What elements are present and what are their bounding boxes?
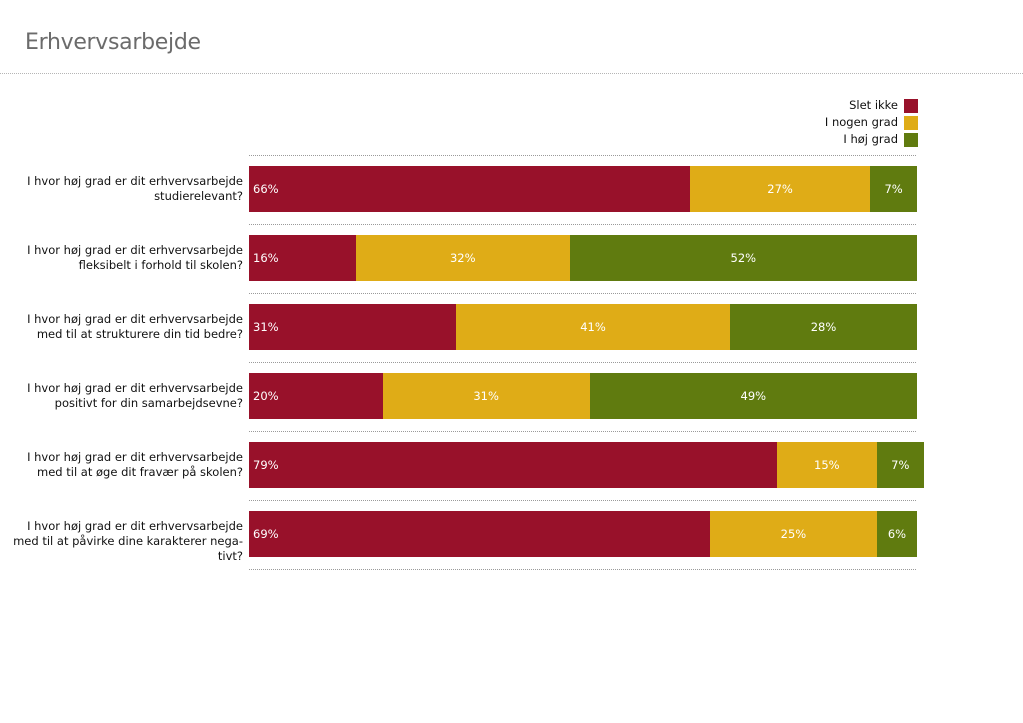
question-label-line: I hvor høj grad er dit erhvervsarbejde bbox=[27, 243, 243, 257]
bar-segment-i-høj-grad bbox=[870, 166, 917, 212]
legend-item-i-nogen-grad: I nogen grad bbox=[718, 114, 918, 131]
legend-label: I høj grad bbox=[843, 132, 898, 146]
data-label: 28% bbox=[810, 320, 837, 334]
legend-swatch bbox=[904, 132, 918, 147]
question-label-line: I hvor høj grad er dit erhvervsarbejde bbox=[27, 174, 243, 188]
data-label: 6% bbox=[887, 527, 907, 541]
data-label: 20% bbox=[253, 389, 279, 403]
row-separator bbox=[249, 224, 916, 225]
row-separator bbox=[249, 293, 916, 294]
question-label: I hvor høj grad er dit erhvervsarbejde fl… bbox=[10, 243, 243, 273]
bar-segment-i-nogen-grad bbox=[689, 166, 871, 212]
bar-segment-i-høj-grad bbox=[569, 235, 917, 281]
row-separator bbox=[249, 362, 916, 363]
bar-segment-slet-ikke bbox=[249, 511, 710, 557]
data-label: 79% bbox=[253, 458, 279, 472]
data-label: 41% bbox=[580, 320, 606, 334]
legend-label: Slet ikke bbox=[849, 98, 898, 112]
data-label: 16% bbox=[253, 251, 279, 265]
data-label: 52% bbox=[730, 251, 757, 265]
bar-segment-i-høj-grad bbox=[876, 511, 917, 557]
data-label: 25% bbox=[780, 527, 807, 541]
question-label-line: I hvor høj grad er dit erhvervsarbejde bbox=[27, 312, 243, 326]
data-label: 31% bbox=[253, 320, 279, 334]
data-label: 31% bbox=[473, 389, 499, 403]
bar-segment-slet-ikke bbox=[249, 235, 356, 281]
legend-item-slet-ikke: Slet ikke bbox=[718, 97, 918, 114]
question-label: I hvor høj grad er dit erhvervsarbejde me… bbox=[10, 519, 243, 564]
question-label: I hvor høj grad er dit erhvervsarbejde me… bbox=[10, 450, 243, 480]
row-separator bbox=[249, 431, 916, 432]
bar-segment-slet-ikke bbox=[249, 442, 777, 488]
page-title: Erhvervsarbejde bbox=[25, 30, 201, 55]
data-label: 69% bbox=[253, 527, 279, 541]
data-label: 32% bbox=[449, 251, 476, 265]
data-label: 7% bbox=[884, 182, 903, 196]
data-label: 7% bbox=[891, 458, 910, 472]
question-label-line: I hvor høj grad er dit erhvervsarbejde bbox=[27, 450, 243, 464]
bar-segment-i-nogen-grad bbox=[709, 511, 877, 557]
question-label-line: tivt? bbox=[217, 549, 243, 563]
bar-segment-i-høj-grad bbox=[876, 442, 924, 488]
bar-segment-i-nogen-grad bbox=[382, 373, 590, 419]
legend-swatch bbox=[904, 115, 918, 130]
question-label-line: med til at påvirke dine karakterer nega- bbox=[13, 534, 243, 548]
question-label: I hvor høj grad er dit erhvervsarbejde po… bbox=[10, 381, 243, 411]
row-separator bbox=[249, 155, 916, 156]
question-label-line: positivt for din samarbejdsevne? bbox=[54, 396, 243, 410]
legend-swatch bbox=[904, 98, 918, 113]
bar-segment-i-høj-grad bbox=[589, 373, 917, 419]
bar-segment-slet-ikke bbox=[249, 304, 457, 350]
bar-segment-slet-ikke bbox=[249, 166, 690, 212]
question-label-line: fleksibelt i forhold til skolen? bbox=[78, 258, 243, 272]
question-label-line: studierelevant? bbox=[154, 189, 243, 203]
bar-segment-slet-ikke bbox=[249, 373, 383, 419]
data-label: 66% bbox=[253, 182, 279, 196]
question-label-line: I hvor høj grad er dit erhvervsarbejde bbox=[27, 381, 243, 395]
chart-legend: Slet ikke I nogen grad I høj grad bbox=[718, 97, 918, 148]
question-label-line: med til at strukturere din tid bedre? bbox=[36, 327, 243, 341]
row-separator bbox=[249, 569, 916, 570]
data-label: 15% bbox=[814, 458, 840, 472]
bar-segment-i-nogen-grad bbox=[776, 442, 877, 488]
title-divider bbox=[0, 73, 1023, 74]
row-separator bbox=[249, 500, 916, 501]
legend-label: I nogen grad bbox=[824, 115, 898, 129]
question-label-line: I hvor høj grad er dit erhvervsarbejde bbox=[27, 519, 243, 533]
bar-segment-i-nogen-grad bbox=[355, 235, 570, 281]
question-label: I hvor høj grad er dit erhvervsarbejde st… bbox=[10, 174, 243, 204]
question-label-line: med til at øge dit fravær på skolen? bbox=[37, 465, 243, 479]
legend-item-i-hoj-grad: I høj grad bbox=[718, 131, 918, 148]
question-label: I hvor høj grad er dit erhvervsarbejde me… bbox=[10, 312, 243, 342]
data-label: 27% bbox=[767, 182, 793, 196]
bar-segment-i-nogen-grad bbox=[456, 304, 730, 350]
bar-segment-i-høj-grad bbox=[729, 304, 917, 350]
data-label: 49% bbox=[740, 389, 767, 403]
